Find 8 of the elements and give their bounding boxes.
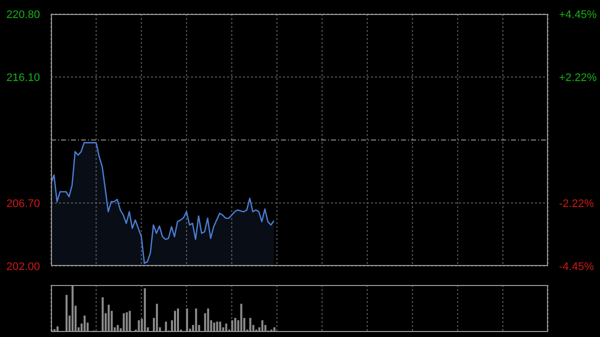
y2-tick-label: -2.22% <box>559 198 594 210</box>
y2-tick-label: +4.45% <box>559 9 597 21</box>
y-tick-label: 220.80 <box>6 9 40 21</box>
y-tick-label: 202.00 <box>6 261 40 273</box>
y-tick-label: 206.70 <box>6 198 40 210</box>
y2-tick-label: +2.22% <box>559 72 597 84</box>
y-tick-label: 216.10 <box>6 72 40 84</box>
y2-tick-label: -4.45% <box>559 261 594 273</box>
